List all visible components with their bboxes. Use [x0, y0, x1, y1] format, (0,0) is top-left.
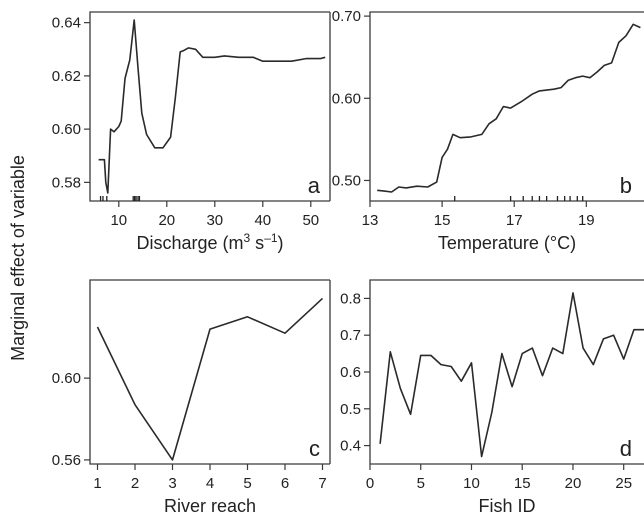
y-tick-label-c: 0.56: [52, 452, 81, 469]
x-tick-label-d: 25: [615, 475, 632, 492]
y-tick-label-d: 0.5: [340, 401, 361, 418]
x-tick-label-a: 50: [302, 212, 319, 229]
y-tick-label-b: 0.50: [332, 172, 361, 189]
x-tick-label-c: 1: [93, 475, 101, 492]
y-tick-label-d: 0.8: [340, 290, 361, 307]
panel-b: 13 15 17 19 0.50 0.60 0.70 b Temperature (°C): [332, 8, 644, 253]
x-axis-label-b: Temperature (°C): [438, 233, 576, 253]
axes-frame-b: [369, 11, 644, 202]
y-tick-label-a: 0.64: [52, 15, 81, 32]
series-line-d: [379, 292, 644, 458]
x-axis-label-a: Discharge (m3 s–1): [136, 231, 283, 253]
x-axis-label-c: River reach: [164, 496, 256, 516]
axes-frame-c: [89, 279, 330, 465]
panel-letter-b: b: [620, 173, 632, 198]
y-tick-label-a: 0.60: [52, 121, 81, 138]
y-tick-label-a: 0.58: [52, 174, 81, 191]
x-tick-label-c: 4: [206, 475, 214, 492]
x-axis-label-d: Fish ID: [478, 496, 535, 516]
x-tick-label-d: 0: [366, 475, 374, 492]
y-tick-label-d: 0.6: [340, 364, 361, 381]
x-tick-label-b: 13: [362, 212, 379, 229]
x-tick-label-d: 5: [417, 475, 425, 492]
x-tick-label-d: 15: [514, 475, 531, 492]
x-tick-label-a: 20: [158, 212, 175, 229]
x-tick-label-d: 10: [463, 475, 480, 492]
x-tick-label-c: 2: [131, 475, 139, 492]
x-tick-label-a: 40: [254, 212, 271, 229]
y-tick-label-a: 0.62: [52, 68, 81, 85]
x-tick-label-a: 30: [206, 212, 223, 229]
series-line-c: [96, 297, 324, 461]
series-line-a: [98, 19, 326, 194]
x-tick-label-c: 5: [243, 475, 251, 492]
y-tick-label-d: 0.4: [340, 438, 361, 455]
panel-a: 10 20 30 40 50 0.58 0.60 0.62 0.64 a Discharge (m3…: [52, 11, 331, 253]
x-tick-label-a: 10: [110, 212, 127, 229]
x-tick-label-d: 20: [565, 475, 582, 492]
y-tick-label-d: 0.7: [340, 327, 361, 344]
x-tick-label-b: 17: [506, 212, 523, 229]
x-tick-label-b: 15: [434, 212, 451, 229]
y-tick-label-b: 0.70: [332, 8, 361, 25]
y-tick-label-b: 0.60: [332, 90, 361, 107]
y-tick-label-c: 0.60: [52, 370, 81, 387]
panel-c: 1 2 3 4 5 6 7 0.56 0.60 c River reach: [52, 279, 331, 516]
panel-letter-c: c: [309, 436, 320, 461]
panel-d: 0 5 10 15 20 25 0.4 0.5 0.6 0.7 0.8 d Fish ID: [340, 279, 644, 516]
panel-letter-d: d: [620, 436, 632, 461]
panel-letter-a: a: [308, 173, 321, 198]
series-line-b: [377, 23, 641, 193]
x-tick-label-b: 19: [578, 212, 595, 229]
x-tick-label-c: 7: [318, 475, 326, 492]
axes-frame-a: [89, 11, 330, 202]
x-tick-label-c: 6: [281, 475, 289, 492]
shared-y-axis-label: Marginal effect of variable: [8, 155, 28, 361]
x-tick-label-c: 3: [168, 475, 176, 492]
